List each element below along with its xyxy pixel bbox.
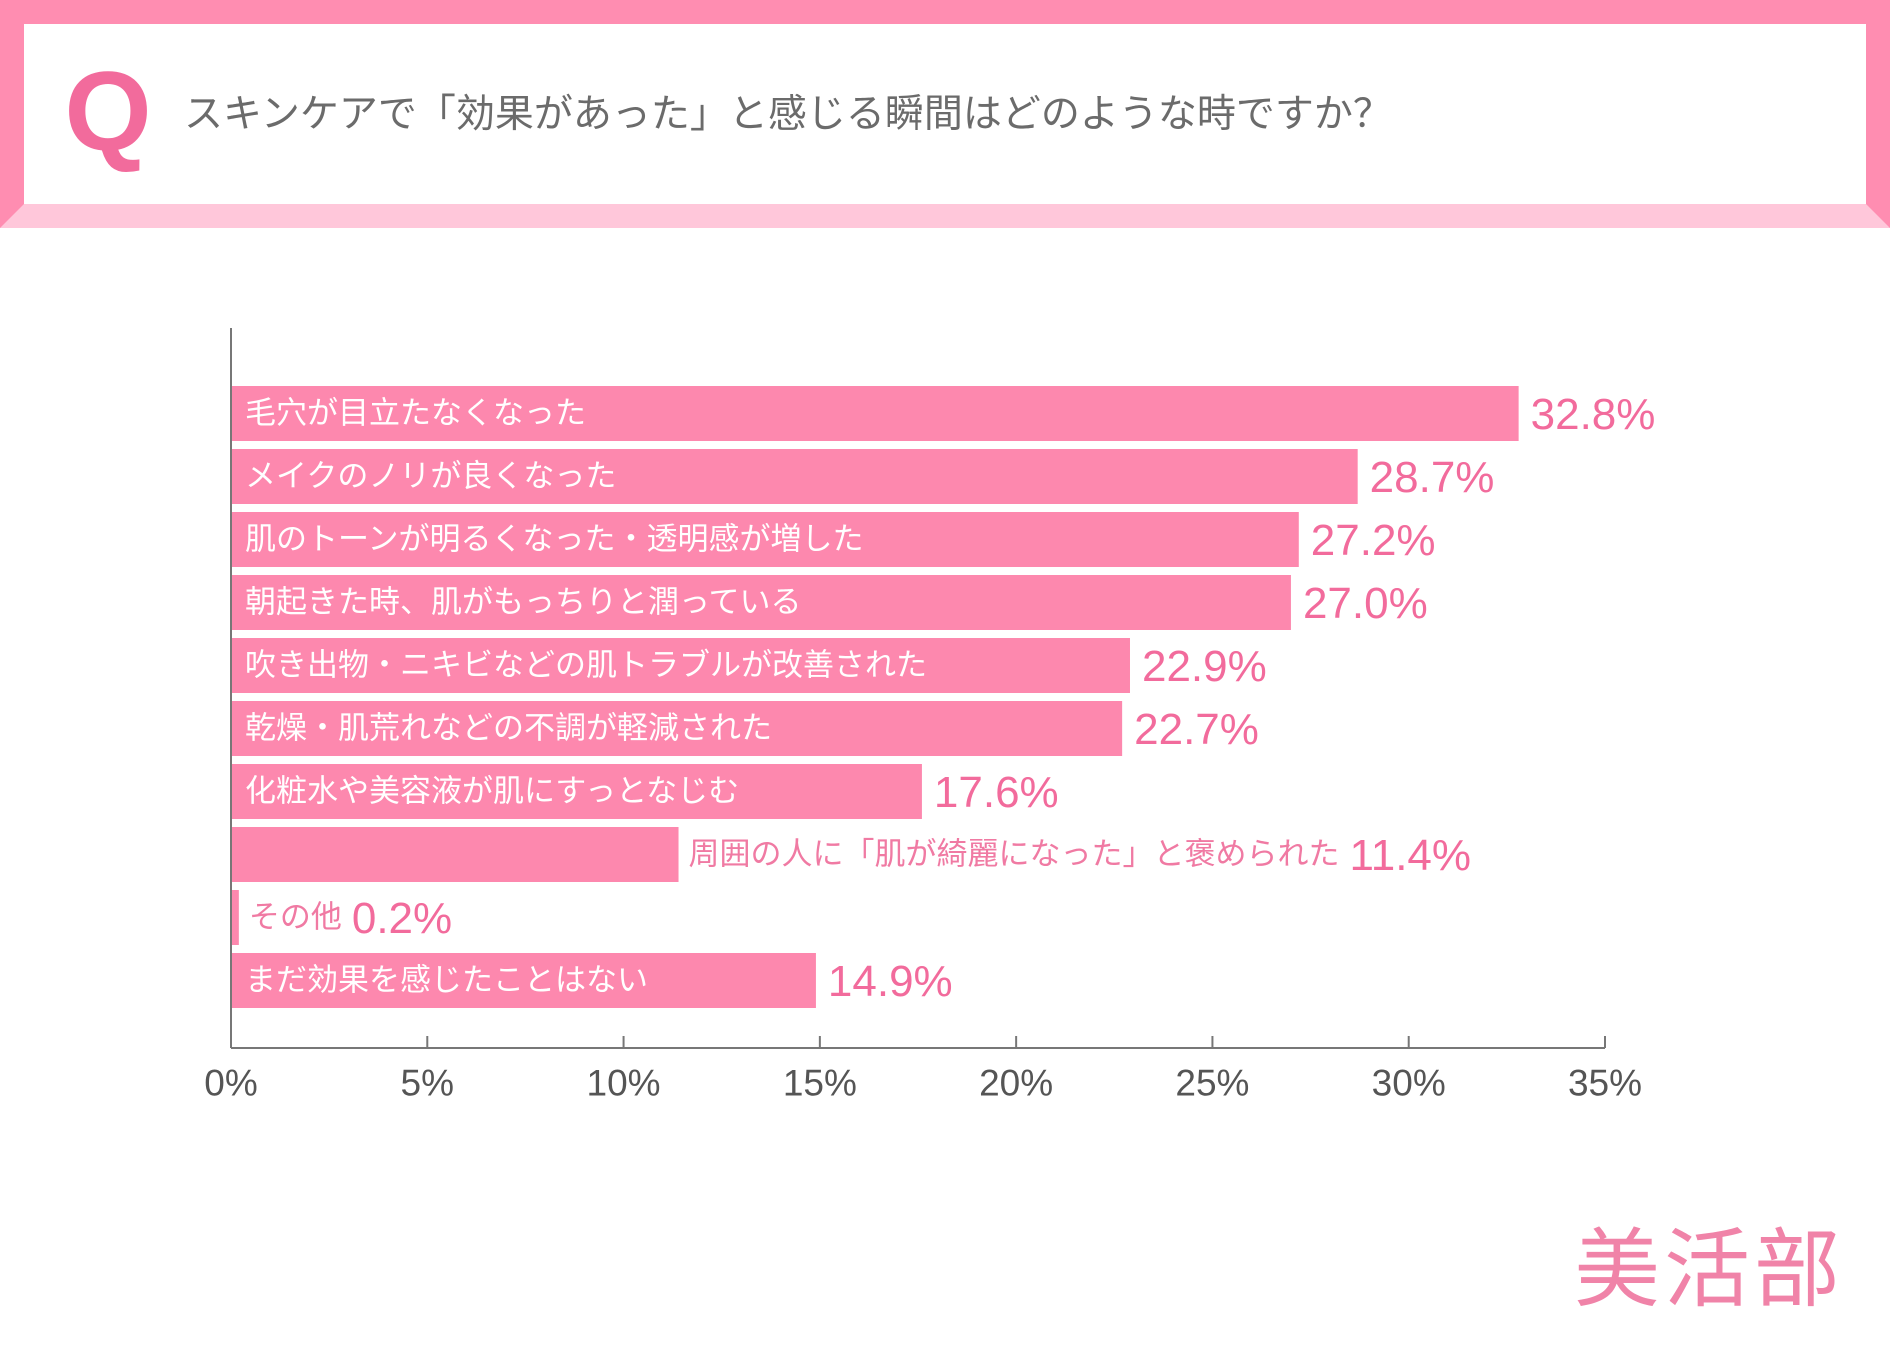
bar-value-label: 14.9% xyxy=(828,957,953,1006)
x-tick-label: 10% xyxy=(587,1063,661,1104)
bar xyxy=(231,449,1358,504)
bar-value-label: 27.2% xyxy=(1311,516,1436,565)
bar-category-label: まだ効果を感じたことはない xyxy=(245,963,648,999)
bar-category-label: 肌のトーンが明るくなった・透明感が増した xyxy=(245,522,863,558)
frame-inner-panel xyxy=(24,24,1866,204)
bar-category-label: 乾燥・肌荒れなどの不調が軽減された xyxy=(245,711,772,747)
bar-category-label: 吹き出物・ニキビなどの肌トラブルが改善された xyxy=(245,648,927,684)
x-tick-label: 25% xyxy=(1175,1063,1249,1104)
bar-category-label: 毛穴が目立たなくなった xyxy=(245,396,586,432)
bar xyxy=(231,638,1130,693)
bar-category-label: 化粧水や美容液が肌にすっとなじむ xyxy=(245,774,739,810)
bar-category-label: 朝起きた時、肌がもっちりと潤っている xyxy=(245,585,801,621)
x-tick-label: 15% xyxy=(783,1063,857,1104)
x-tick-label: 5% xyxy=(401,1063,454,1104)
bar-value-label: 22.7% xyxy=(1134,705,1259,754)
bar-value-label: 11.4% xyxy=(1350,831,1472,880)
question-text: スキンケアで「効果があった」と感じる瞬間はどのような時ですか？ xyxy=(184,92,1392,137)
x-tick-label: 30% xyxy=(1372,1063,1446,1104)
bar xyxy=(231,890,239,945)
bar-category-label: その他 xyxy=(249,900,342,936)
bar-value-label: 0.2% xyxy=(352,894,452,943)
frame-bottom-bevel xyxy=(0,204,1890,228)
bar xyxy=(231,764,922,819)
q-mark: Q xyxy=(64,49,152,174)
bar xyxy=(231,701,1123,756)
bar xyxy=(231,827,679,882)
bar-value-label: 27.0% xyxy=(1303,579,1428,628)
bar xyxy=(231,575,1291,630)
x-tick-label: 0% xyxy=(204,1063,257,1104)
bar xyxy=(231,512,1299,567)
bar-category-label: 周囲の人に「肌が綺麗になった」と褒められた xyxy=(689,837,1340,873)
x-tick-label: 35% xyxy=(1568,1063,1642,1104)
bar xyxy=(231,953,816,1008)
bar xyxy=(231,386,1519,441)
x-tick-label: 20% xyxy=(979,1063,1053,1104)
bar-value-label: 28.7% xyxy=(1370,453,1495,502)
bar-value-label: 32.8% xyxy=(1531,390,1656,439)
bar-category-label: メイクのノリが良くなった xyxy=(245,459,616,495)
question-frame xyxy=(0,0,1890,228)
bar-value-label: 22.9% xyxy=(1142,642,1267,691)
question-header: Q スキンケアで「効果があった」と感じる瞬間はどのような時ですか？ xyxy=(0,0,1890,228)
bar-value-label: 17.6% xyxy=(934,768,1059,817)
brand-logo: 美活部 xyxy=(1574,1220,1844,1320)
